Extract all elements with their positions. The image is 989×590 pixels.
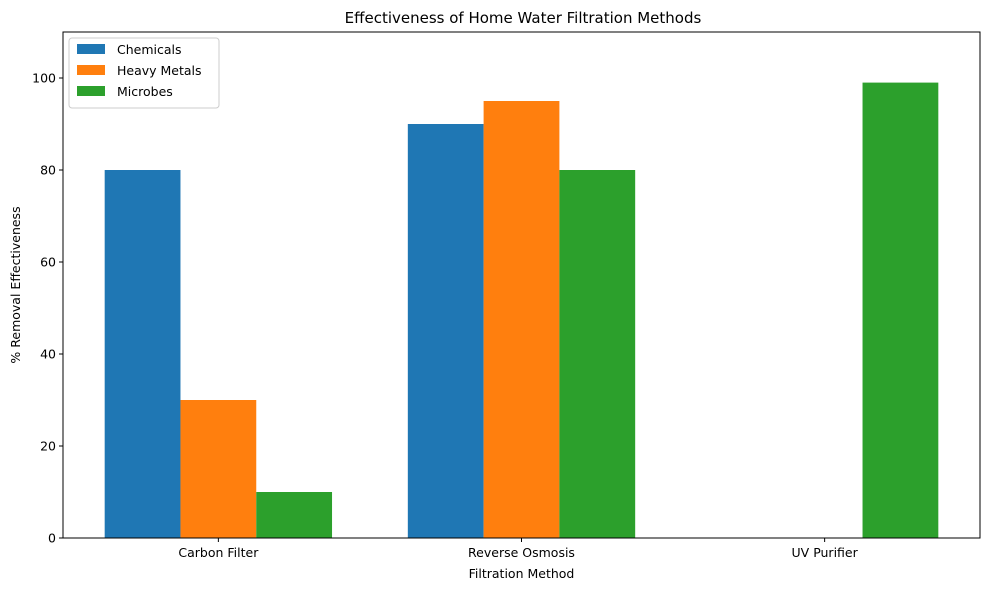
x-tick-label: UV Purifier [792, 545, 859, 560]
legend-swatch-microbes [77, 86, 105, 96]
y-tick-label: 40 [40, 347, 56, 362]
x-tick-label: Carbon Filter [178, 545, 259, 560]
bars-group [104, 82, 939, 538]
y-tick-label: 0 [48, 531, 56, 546]
bar-microbes-uv-purifier [862, 82, 939, 538]
x-axis-label: Filtration Method [469, 566, 575, 581]
legend-swatch-chemicals [77, 44, 105, 54]
legend-box [68, 37, 220, 109]
legend: Chemicals Heavy Metals Microbes [68, 37, 220, 109]
y-tick-label: 80 [40, 163, 56, 178]
bar-heavy-metals-reverse-osmosis [483, 101, 560, 538]
y-tick-label: 20 [40, 439, 56, 454]
bar-microbes-reverse-osmosis [559, 170, 636, 538]
legend-label-chemicals: Chemicals [117, 42, 182, 57]
y-tick-label: 60 [40, 255, 56, 270]
y-axis-ticks: 0 20 40 60 80 100 [32, 71, 63, 546]
x-axis-ticks: Carbon Filter Reverse Osmosis UV Purifier [178, 538, 859, 560]
legend-label-microbes: Microbes [117, 84, 173, 99]
x-tick-label: Reverse Osmosis [468, 545, 575, 560]
legend-swatch-heavy-metals [77, 65, 105, 75]
bar-chemicals-carbon-filter [104, 170, 181, 538]
bar-heavy-metals-carbon-filter [180, 400, 257, 538]
chart-title: Effectiveness of Home Water Filtration M… [345, 9, 702, 27]
plot-area-frame [62, 31, 981, 539]
bar-chemicals-reverse-osmosis [407, 124, 484, 538]
y-tick-label: 100 [32, 71, 56, 86]
legend-label-heavy-metals: Heavy Metals [117, 63, 202, 78]
bar-microbes-carbon-filter [256, 492, 333, 538]
y-axis-label: % Removal Effectiveness [8, 206, 23, 363]
